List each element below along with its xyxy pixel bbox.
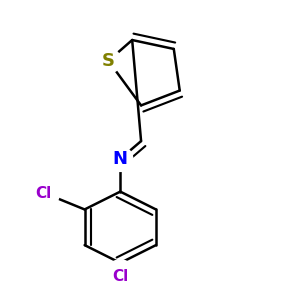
Circle shape [108,146,133,171]
Text: Cl: Cl [112,269,128,284]
Text: Cl: Cl [35,186,51,201]
Circle shape [104,260,136,293]
Circle shape [27,177,59,209]
Text: N: N [113,150,128,168]
Circle shape [96,48,121,73]
Text: S: S [102,52,115,70]
